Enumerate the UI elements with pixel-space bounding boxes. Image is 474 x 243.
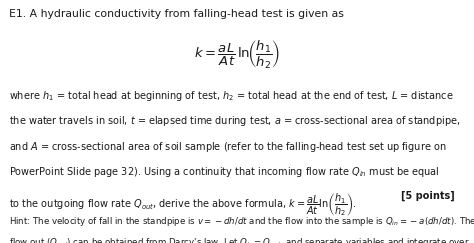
- Text: flow out ($Q_{out}$) can be obtained from Darcy's law. Let $Q_{in} = Q_{out}$, a: flow out ($Q_{out}$) can be obtained fro…: [9, 236, 469, 243]
- Text: [5 points]: [5 points]: [401, 191, 454, 201]
- Text: to the outgoing flow rate $Q_{out}$, derive the above formula, $k = \dfrac{aL}{A: to the outgoing flow rate $Q_{out}$, der…: [9, 191, 361, 218]
- Text: PowerPoint Slide page 32). Using a continuity that incoming flow rate $Q_{in}$ m: PowerPoint Slide page 32). Using a conti…: [9, 165, 439, 179]
- Text: the water travels in soil, $t$ = elapsed time during test, $a$ = cross-sectional: the water travels in soil, $t$ = elapsed…: [9, 114, 460, 128]
- Text: where $h_1$ = total head at beginning of test, $h_2$ = total head at the end of : where $h_1$ = total head at beginning of…: [9, 89, 453, 103]
- Text: E1. A hydraulic conductivity from falling-head test is given as: E1. A hydraulic conductivity from fallin…: [9, 9, 343, 18]
- Text: $k = \dfrac{aL}{At}\,\mathrm{ln}\!\left(\dfrac{h_1}{h_2}\right)$: $k = \dfrac{aL}{At}\,\mathrm{ln}\!\left(…: [194, 39, 280, 71]
- Text: Hint: The velocity of fall in the standpipe is $v = -dh/dt$ and the flow into th: Hint: The velocity of fall in the standp…: [9, 215, 474, 228]
- Text: and $A$ = cross-sectional area of soil sample (refer to the falling-head test se: and $A$ = cross-sectional area of soil s…: [9, 140, 446, 154]
